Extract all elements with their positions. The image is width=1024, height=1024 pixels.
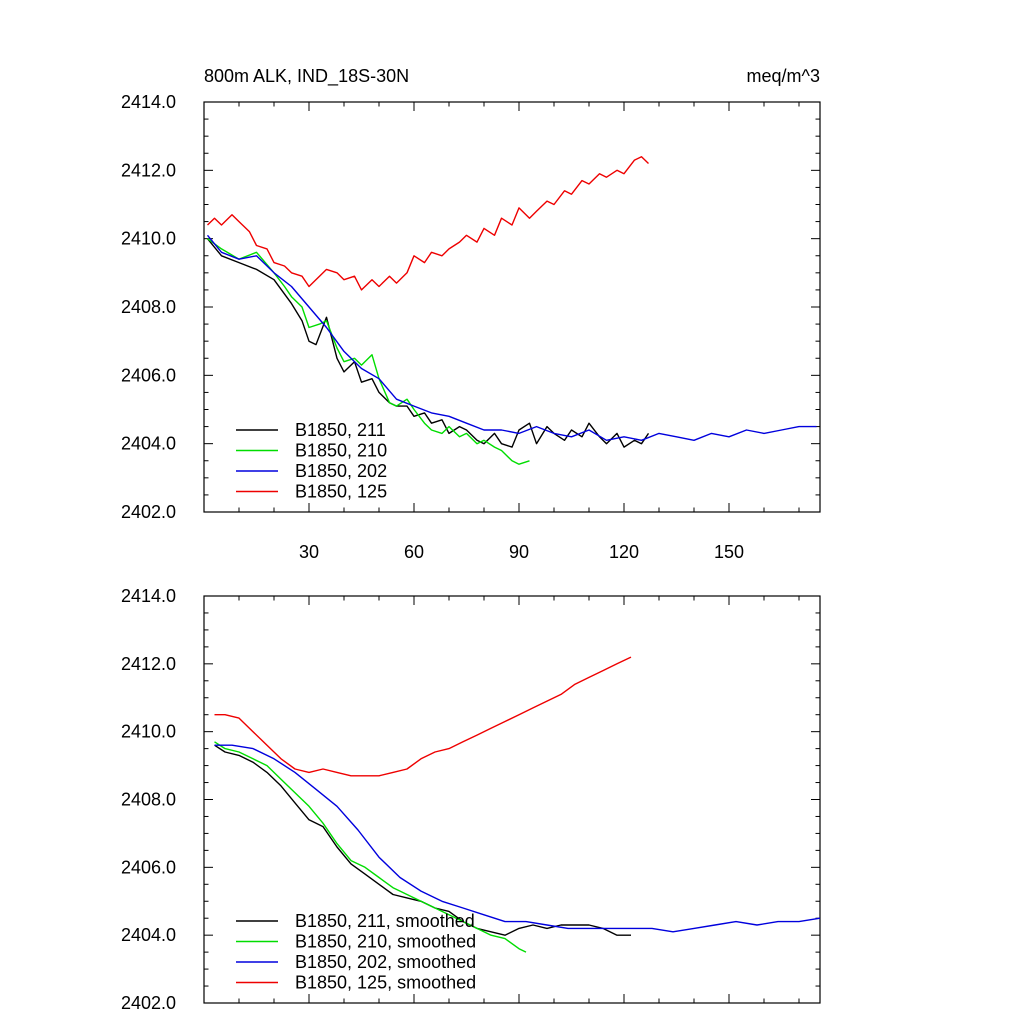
y-tick-label: 2406.0 bbox=[121, 857, 176, 877]
x-tick-label: 120 bbox=[609, 542, 639, 562]
y-tick-label: 2414.0 bbox=[121, 586, 176, 606]
legend-label: B1850, 211, smoothed bbox=[295, 911, 475, 931]
x-tick-label: 150 bbox=[714, 542, 744, 562]
bottom-series bbox=[214, 656, 821, 953]
x-tick-label: 30 bbox=[299, 542, 319, 562]
series-line-2 bbox=[206, 234, 817, 441]
y-tick-label: 2402.0 bbox=[121, 502, 176, 522]
top-axes: 2402.0 2404.0 2406.0 2408.0 2410.0 2412.0 2414… bbox=[121, 92, 821, 562]
bottom-panel: 2402.0 2404.0 2406.0 2408.0 2410.0 2412.0 2414… bbox=[121, 586, 821, 1013]
series-line-1 bbox=[214, 741, 527, 953]
series-line-3 bbox=[207, 155, 649, 291]
y-tick-label: 2414.0 bbox=[121, 92, 176, 112]
legend-label: B1850, 125, smoothed bbox=[295, 973, 476, 993]
top-panel: 800m ALK, IND_18S-30N meq/m^3 2402.0 2404… bbox=[121, 66, 821, 562]
y-tick-label: 2412.0 bbox=[121, 160, 176, 180]
x-tick-label: 60 bbox=[404, 542, 424, 562]
legend-label: B1850, 202 bbox=[295, 461, 387, 481]
chart-title: 800m ALK, IND_18S-30N bbox=[204, 66, 409, 87]
y-tick-label: 2408.0 bbox=[121, 297, 176, 317]
y-tick-label: 2412.0 bbox=[121, 654, 176, 674]
legend-label: B1850, 125 bbox=[295, 482, 387, 502]
y-tick-label: 2402.0 bbox=[121, 993, 176, 1013]
y-tick-label: 2404.0 bbox=[121, 925, 176, 945]
series-line-2 bbox=[214, 744, 821, 933]
bottom-axes: 2402.0 2404.0 2406.0 2408.0 2410.0 2412.0 2414… bbox=[121, 586, 821, 1013]
x-tick-label: 90 bbox=[509, 542, 529, 562]
series-line-1 bbox=[207, 238, 530, 465]
y-tick-label: 2404.0 bbox=[121, 434, 176, 454]
y-tick-label: 2410.0 bbox=[121, 229, 176, 249]
legend-label: B1850, 210 bbox=[295, 441, 387, 461]
y-tick-label: 2406.0 bbox=[121, 365, 176, 385]
legend-label: B1850, 211 bbox=[295, 420, 386, 440]
legend-label: B1850, 202, smoothed bbox=[295, 952, 476, 972]
y-tick-label: 2410.0 bbox=[121, 722, 176, 742]
legend-label: B1850, 210, smoothed bbox=[295, 932, 476, 952]
units-label: meq/m^3 bbox=[747, 66, 820, 86]
y-tick-label: 2408.0 bbox=[121, 790, 176, 810]
top-series bbox=[206, 155, 817, 465]
series-line-3 bbox=[214, 656, 632, 777]
